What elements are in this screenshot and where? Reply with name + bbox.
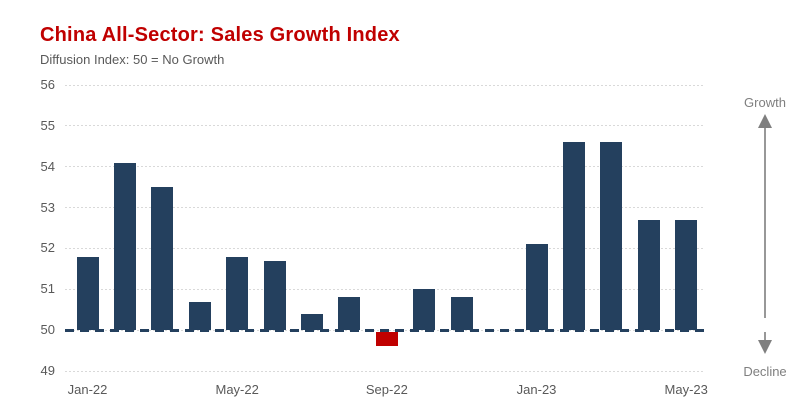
- gridline: [65, 288, 705, 290]
- chart-title: China All-Sector: Sales Growth Index: [40, 24, 400, 46]
- growth-label: Growth: [744, 95, 786, 110]
- bar-May-22: [226, 256, 249, 331]
- y-tick-label: 50: [40, 322, 55, 338]
- bar-Jan-22: [76, 256, 99, 331]
- bar-May-23: [675, 219, 698, 331]
- y-tick-label: 56: [40, 77, 55, 92]
- gridline: [65, 370, 705, 372]
- growth-arrow-head-icon: [758, 114, 772, 128]
- gridline: [65, 84, 705, 86]
- decline-arrow-head-icon: [758, 340, 772, 354]
- bar-Apr-22: [188, 301, 211, 331]
- bar-Nov-22: [450, 297, 473, 331]
- bar-Sep-22: [375, 332, 398, 347]
- decline-label: Decline: [743, 364, 786, 379]
- bar-Mar-22: [151, 187, 174, 331]
- gridline: [65, 207, 705, 209]
- y-tick-label: 53: [40, 199, 55, 215]
- gridline: [65, 247, 705, 249]
- x-tick-label-May-22: May-22: [215, 382, 259, 397]
- y-tick-label: 51: [40, 281, 55, 297]
- y-tick-label: 49: [40, 363, 55, 378]
- y-tick-label: 54: [40, 158, 55, 174]
- x-tick-label-Jan-22: Jan-22: [67, 382, 108, 397]
- growth-decline-annotation: Growth Decline: [743, 95, 786, 379]
- bar-Oct-22: [413, 289, 436, 331]
- bar-Jul-22: [301, 313, 324, 331]
- bar-Feb-23: [562, 142, 585, 331]
- baseline-50-dashed-line: [65, 328, 705, 332]
- chart-subtitle: Diffusion Index: 50 = No Growth: [40, 52, 225, 67]
- bar-Aug-22: [338, 297, 361, 331]
- bar-Feb-22: [113, 162, 136, 331]
- x-tick-label-May-23: May-23: [664, 382, 708, 397]
- gridline: [65, 166, 705, 168]
- y-tick-label: 55: [40, 117, 55, 133]
- gridline: [65, 125, 705, 127]
- x-tick-label-Jan-23: Jan-23: [516, 382, 557, 397]
- bar-Jan-23: [525, 244, 548, 331]
- y-tick-label: 52: [40, 240, 55, 256]
- bar-Mar-23: [600, 142, 623, 331]
- bar-Jun-22: [263, 260, 286, 331]
- x-tick-label-Sep-22: Sep-22: [365, 382, 408, 397]
- bar-Apr-23: [637, 219, 660, 331]
